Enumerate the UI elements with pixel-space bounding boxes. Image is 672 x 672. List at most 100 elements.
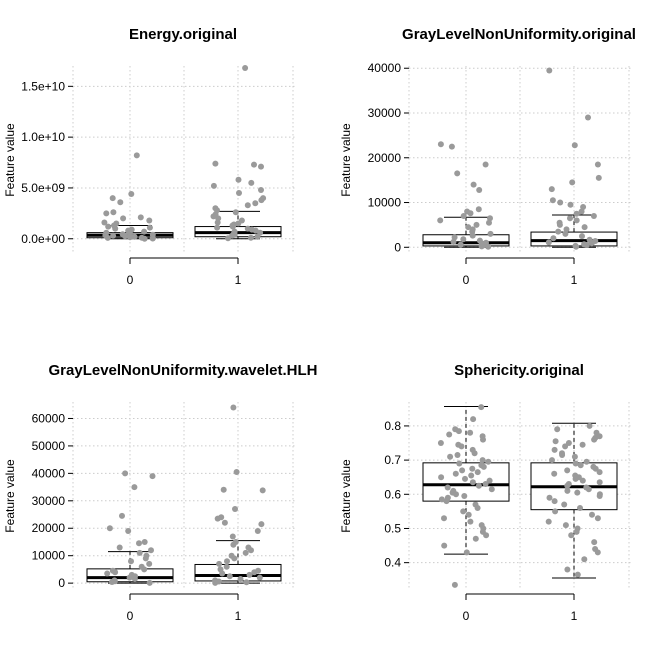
chart3-x-tick-label-0: 0	[127, 609, 134, 623]
chart3-title: GrayLevelNonUniformity.wavelet.HLH	[49, 362, 318, 379]
chart2-point-g1-1	[585, 114, 591, 121]
chart2-point-g1-18	[581, 224, 588, 231]
chart2-point-g1-9	[567, 201, 574, 208]
chart2-point-g0-11	[437, 217, 444, 224]
chart4-title: Sphericity.original	[454, 362, 584, 379]
chart3-point-g1-17	[231, 555, 238, 562]
chart1-point-g1-20	[214, 219, 221, 226]
chart3-point-g1-25	[246, 571, 253, 578]
chart2-point-g0-3	[454, 170, 461, 177]
chart3-point-g0-14	[146, 560, 153, 567]
chart2-point-g0-10	[487, 215, 493, 222]
chart4-point-g1-5	[591, 436, 598, 443]
chart2-y-tick-label-0: 0	[394, 240, 401, 254]
chart2-point-g1-12	[573, 210, 580, 217]
chart4-point-g0-25	[438, 474, 445, 481]
chart3-point-g0-26	[109, 579, 115, 585]
chart2-point-g1-19	[563, 226, 570, 233]
chart4-point-g1-8	[579, 441, 586, 448]
chart3-y-tick-label-1: 10000	[32, 549, 66, 563]
chart3-point-g0-19	[104, 570, 111, 577]
chart2-point-g1-22	[579, 233, 585, 240]
chart4-point-g0-16	[485, 458, 492, 465]
chart4-point-g1-31	[585, 486, 592, 493]
chart4-point-g1-0	[586, 422, 593, 429]
chart4-point-g1-27	[596, 479, 603, 486]
chart4-point-g1-16	[572, 460, 579, 467]
chart3-point-g1-32	[212, 579, 219, 586]
chart-panel-4: Sphericity.original Feature value 0.4 0.5 0.…	[336, 336, 672, 672]
chart4-y-tick-label-2: 0.6	[384, 487, 401, 501]
chart1-point-g0-4	[110, 209, 117, 216]
chart4-point-g1-21	[596, 469, 603, 476]
chart3-point-g1-0	[230, 404, 237, 411]
chart4-point-g1-20	[564, 467, 571, 474]
chart3-point-g1-8	[258, 521, 265, 528]
chart1-point-g1-2	[251, 161, 257, 168]
chart4-point-g0-23	[452, 470, 459, 477]
chart4-point-g0-24	[468, 472, 475, 479]
chart1-point-g0-23	[110, 232, 117, 239]
chart2-point-g1-26	[545, 239, 552, 246]
chart4-point-g0-3	[455, 428, 462, 435]
chart1-point-g0-24	[122, 233, 129, 240]
chart4-point-g1-14	[549, 457, 555, 464]
chart4-point-g0-38	[438, 496, 445, 503]
chart1-point-g0-2	[109, 195, 116, 202]
chart3-point-g0-23	[131, 576, 138, 582]
chart4-point-g0-12	[471, 450, 478, 457]
chart2-x-tick-label-0: 0	[463, 273, 470, 287]
chart3-y-tick-label-2: 20000	[32, 521, 66, 535]
chart-svg-4: Sphericity.original Feature value 0.4 0.5 0.…	[339, 362, 632, 623]
chart4-point-g1-9	[562, 443, 569, 450]
chart3-point-g1-24	[219, 570, 226, 577]
chart1-point-g0-5	[103, 210, 110, 217]
chart4-point-g0-7	[480, 436, 486, 443]
chart2-point-g0-12	[486, 219, 492, 226]
chart2-point-g0-6	[475, 206, 482, 213]
chart4-point-g0-28	[469, 479, 476, 486]
chart1-y-tick-label-0: 0.0e+00	[21, 232, 65, 246]
chart4-point-g0-52	[463, 549, 470, 556]
chart1-point-g1-35	[247, 234, 254, 241]
chart2-point-g0-22	[450, 238, 457, 245]
chart3-point-g0-5	[125, 528, 132, 534]
chart3-y-tick-label-5: 50000	[32, 439, 66, 453]
chart1-point-g1-1	[212, 160, 219, 167]
chart4-point-g1-43	[545, 518, 552, 525]
chart3-point-g1-26	[226, 573, 233, 580]
chart2-box-group-0	[422, 216, 510, 248]
chart3-point-g0-6	[141, 539, 148, 545]
chart4-point-g0-17	[456, 460, 463, 467]
chart4-point-g0-5	[446, 431, 453, 438]
chart1-point-g0-26	[127, 234, 133, 241]
chart4-point-g1-42	[594, 515, 601, 522]
chart1-point-g1-5	[248, 179, 255, 186]
chart3-point-g1-20	[223, 563, 230, 570]
chart2-point-g1-17	[556, 221, 563, 228]
chart4-point-g0-39	[443, 498, 450, 505]
chart3-point-g0-0	[122, 470, 129, 477]
chart4-point-g0-30	[475, 482, 482, 489]
chart3-point-g1-23	[251, 569, 258, 576]
chart3-point-g0-22	[126, 574, 133, 581]
chart1-point-g0-30	[149, 235, 156, 242]
chart4-point-g0-42	[460, 508, 467, 515]
chart3-y-tick-label-0: 0	[58, 576, 65, 590]
chart1-point-g1-7	[258, 187, 264, 193]
chart2-point-g0-27	[478, 243, 485, 250]
chart4-point-g1-50	[594, 549, 601, 556]
chart4-point-g0-0	[478, 404, 485, 411]
chart3-point-g1-3	[259, 487, 266, 494]
chart-svg-3: GrayLevelNonUniformity.wavelet.HLH Featur…	[3, 362, 318, 623]
chart2-point-g1-6	[548, 186, 555, 193]
chart3-point-g0-9	[148, 547, 154, 554]
chart2-point-g1-10	[580, 204, 587, 210]
chart3-point-g0-16	[141, 566, 148, 573]
chart3-point-g1-2	[220, 486, 227, 493]
chart4-point-g1-33	[574, 489, 581, 496]
chart3-y-axis-label: Feature value	[3, 459, 17, 533]
chart2-point-g0-5	[476, 187, 483, 193]
chart1-point-g0-25	[131, 233, 138, 240]
chart1-point-g0-0	[133, 152, 140, 159]
